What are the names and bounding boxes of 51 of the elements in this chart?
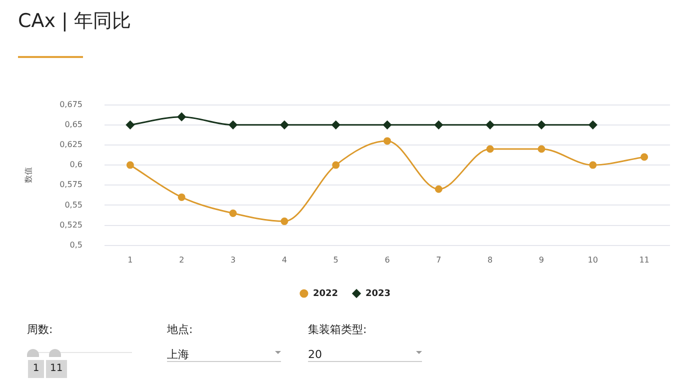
x-tick-label: 1 (128, 255, 133, 264)
point (229, 210, 237, 218)
x-tick-label: 7 (436, 255, 442, 264)
point (486, 120, 494, 130)
y-tick-label: 0,525 (60, 220, 82, 230)
text: 周数: (27, 323, 53, 337)
y-axis-title: 数值 (24, 167, 33, 184)
point (537, 120, 546, 130)
y-tick-label: 0,575 (60, 180, 82, 190)
point (588, 120, 598, 130)
text: 11 (46, 360, 67, 378)
legend-label: 2022 (312, 288, 338, 299)
point (332, 161, 340, 169)
legend-label: 2023 (366, 288, 391, 299)
y-tick-label: 0,65 (64, 120, 82, 129)
point (383, 120, 392, 130)
y-tick-label: 0,675 (60, 100, 82, 109)
x-tick-label: 5 (333, 255, 338, 264)
text: 1 (28, 360, 44, 378)
y-tick-label: 0,625 (60, 140, 82, 150)
y-tick-label: 0,55 (64, 200, 82, 210)
x-tick-label: 3 (230, 255, 236, 264)
text: 上海 (167, 348, 189, 362)
point (434, 120, 443, 130)
x-tick-label: 10 (588, 255, 598, 264)
point (228, 120, 238, 130)
point (384, 137, 391, 145)
x-tick-label: 2 (179, 255, 184, 264)
text: 地点: (167, 323, 193, 337)
y-tick-label: 0,6 (70, 160, 82, 170)
text: 20 (308, 348, 322, 362)
text: 集装箱类型: (308, 323, 367, 337)
x-tick-label: 4 (282, 255, 287, 264)
point (177, 112, 186, 122)
chart-title: CAx | 年同比 (18, 9, 131, 34)
point (434, 185, 442, 193)
point (538, 145, 546, 153)
x-tick-label: 11 (639, 255, 650, 264)
point (126, 161, 134, 169)
point (486, 145, 494, 153)
x-tick-label: 8 (488, 255, 493, 264)
point (280, 218, 288, 226)
point (589, 161, 597, 169)
point (280, 120, 289, 130)
y-tick-label: 0,5 (70, 240, 82, 250)
point (332, 120, 340, 130)
point (126, 120, 134, 130)
point (640, 153, 648, 161)
point (178, 193, 186, 201)
x-tick-label: 6 (384, 255, 390, 264)
x-tick-label: 9 (538, 255, 544, 264)
